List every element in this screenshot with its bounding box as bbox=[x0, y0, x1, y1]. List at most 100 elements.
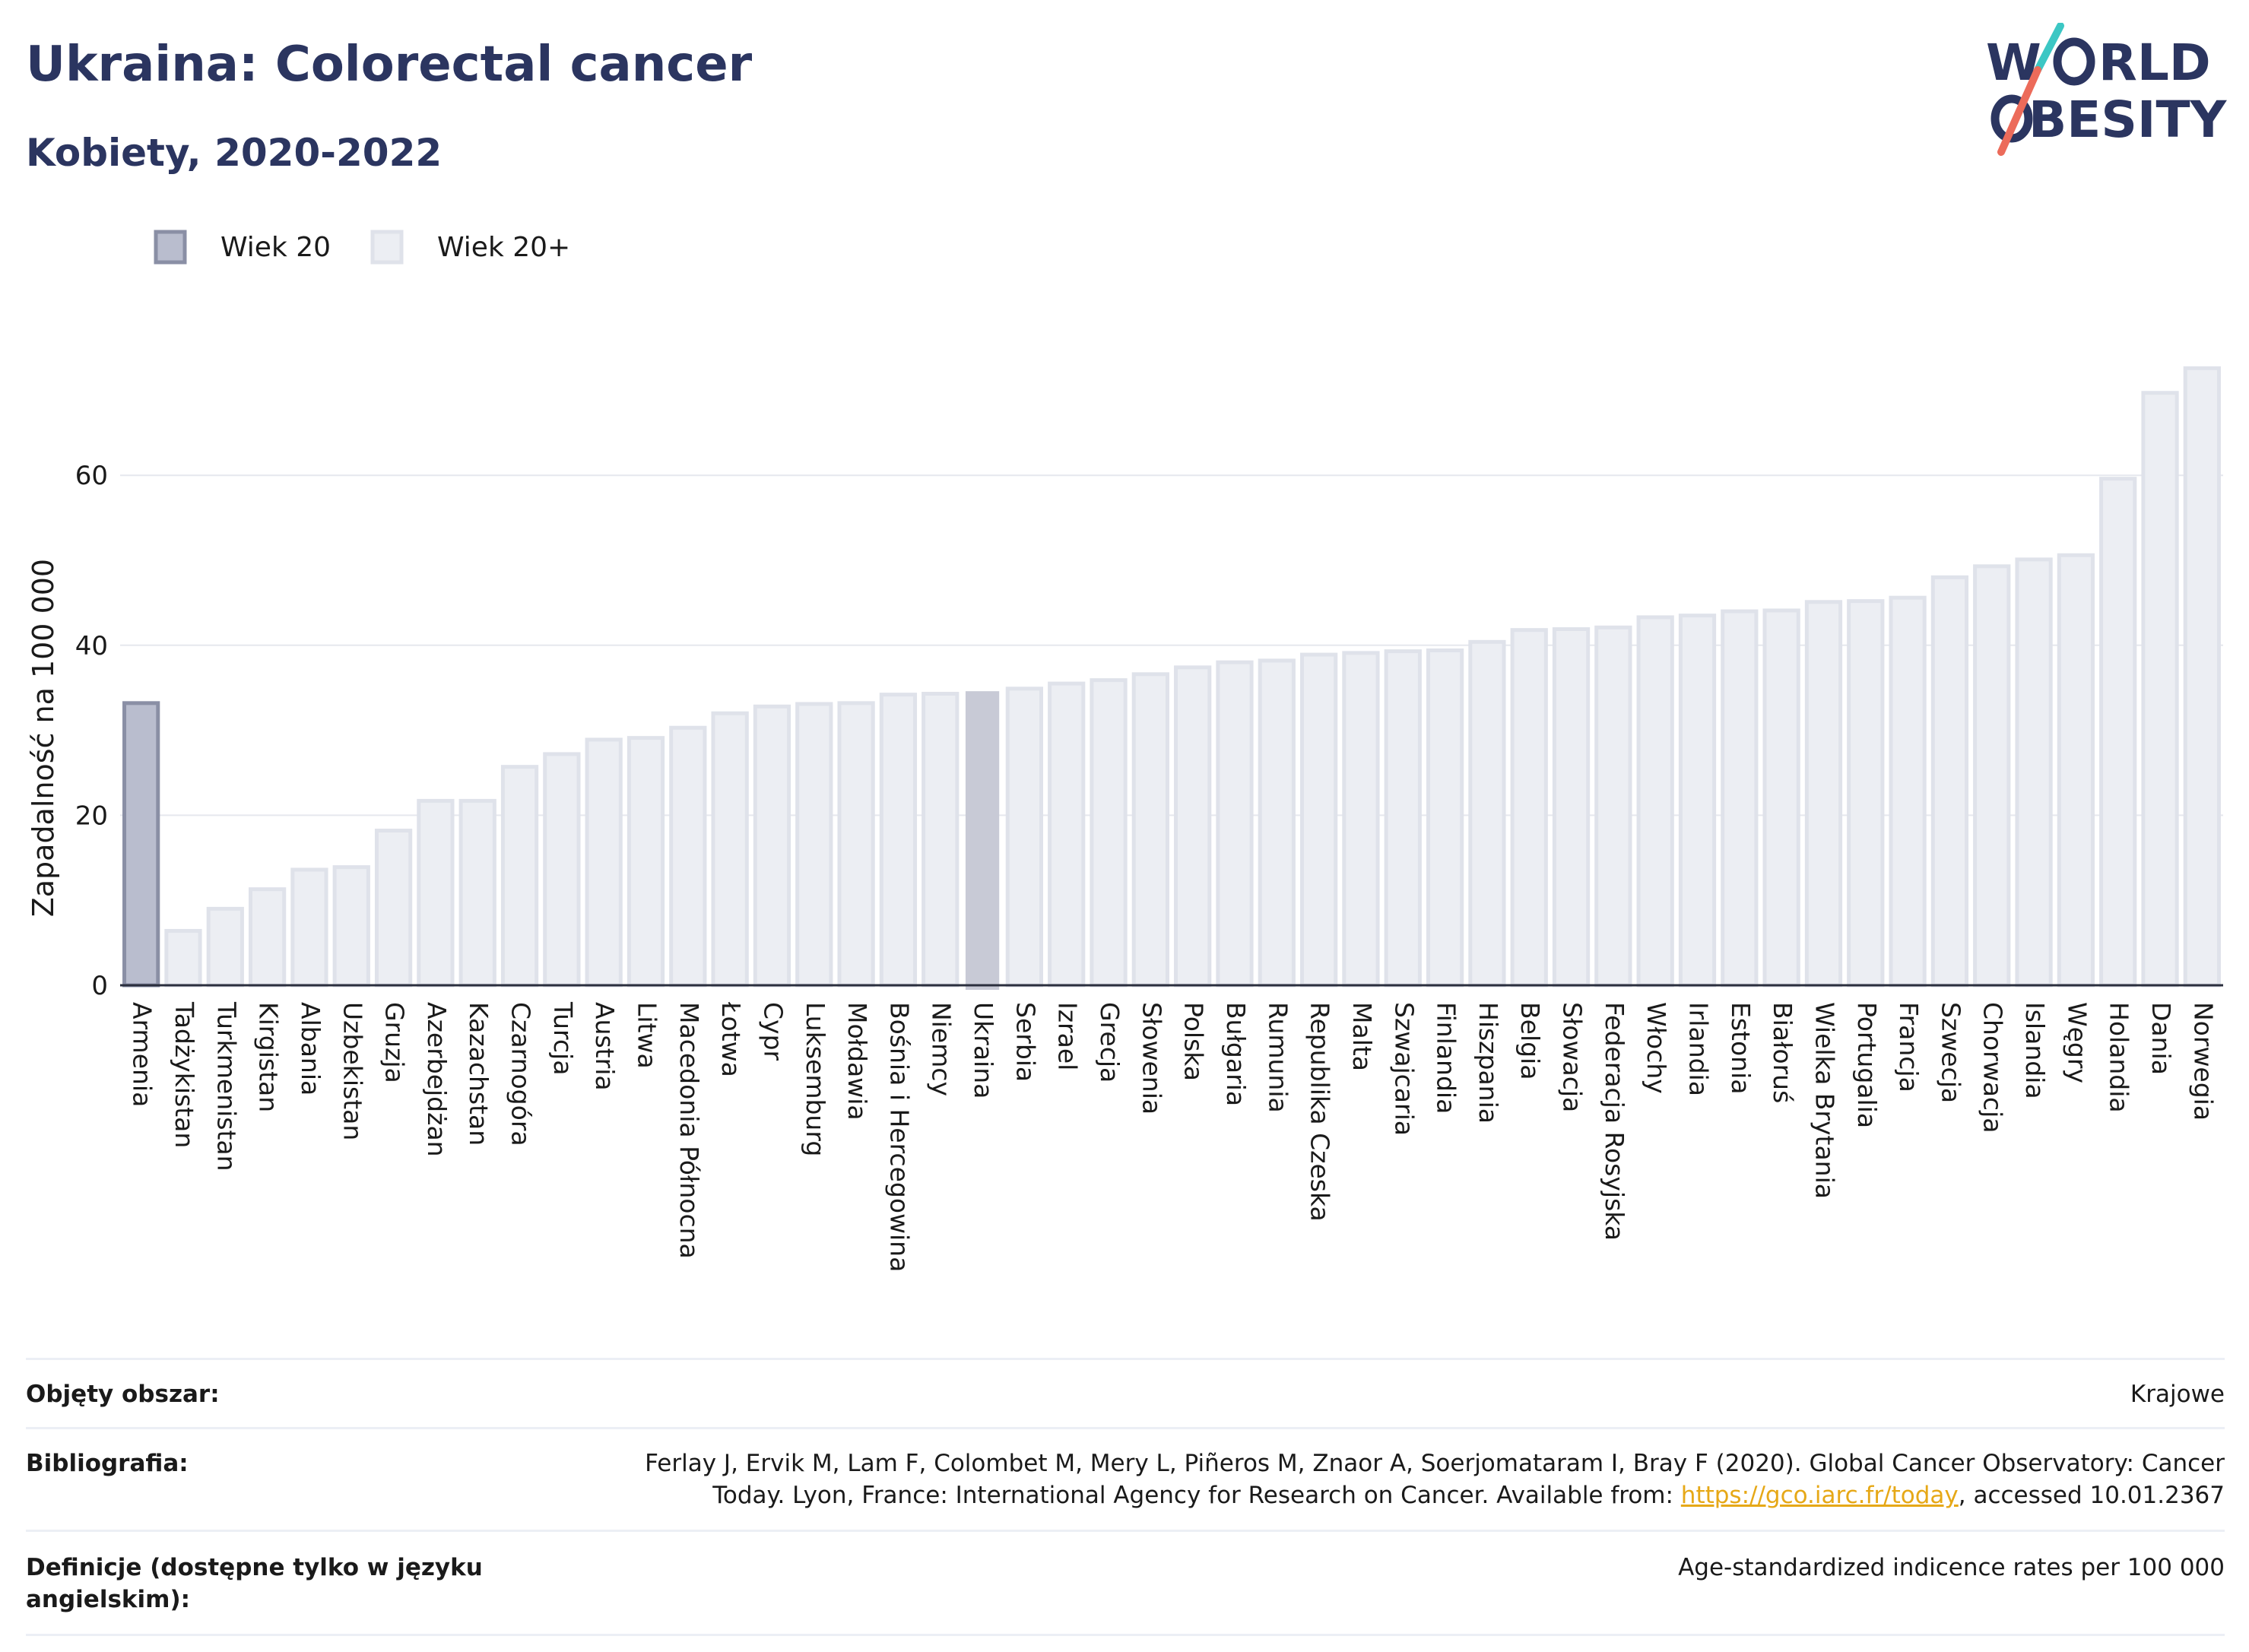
y-tick-label: 20 bbox=[75, 801, 108, 831]
bar bbox=[332, 865, 370, 988]
bibliography-label: Bibliografia: bbox=[26, 1450, 189, 1477]
x-tick-label: Bośnia i Hercegowina bbox=[884, 1002, 914, 1272]
x-tick-label: Irlandia bbox=[1684, 1002, 1714, 1096]
x-tick-label: Litwa bbox=[633, 1002, 662, 1069]
x-tick-label: Austria bbox=[590, 1002, 620, 1091]
y-tick-label: 0 bbox=[91, 971, 108, 1001]
x-tick-label: Szwajcaria bbox=[1389, 1002, 1419, 1136]
info-row-coverage: Objęty obszar: Krajowe bbox=[26, 1358, 2225, 1427]
bar-highlight bbox=[965, 691, 1000, 990]
definitions-value: Age-standardized indicence rates per 100… bbox=[1678, 1554, 2225, 1581]
bar bbox=[290, 867, 328, 988]
x-tick-label: Niemcy bbox=[927, 1002, 956, 1096]
bar bbox=[458, 798, 496, 988]
x-tick-label: Uzbekistan bbox=[338, 1002, 367, 1140]
bibliography-accessed: , accessed 10.01.2367 bbox=[1958, 1482, 2225, 1509]
coverage-value: Krajowe bbox=[2130, 1381, 2225, 1408]
x-tick-label: Słowenia bbox=[1137, 1002, 1166, 1115]
bar bbox=[795, 702, 833, 988]
x-tick-label: Dania bbox=[2146, 1002, 2176, 1075]
legend-swatch-wiek-20-plus bbox=[370, 230, 404, 265]
bar bbox=[1552, 627, 1591, 988]
bar bbox=[2057, 553, 2095, 988]
y-axis-title: Zapadalność na 100 000 bbox=[27, 559, 60, 917]
x-tick-label: Szwecja bbox=[1936, 1002, 1965, 1103]
y-tick-label: 40 bbox=[75, 631, 108, 661]
bar bbox=[1636, 615, 1674, 988]
x-tick-label: Finlandia bbox=[1432, 1002, 1461, 1114]
bar bbox=[1678, 614, 1717, 988]
bar bbox=[711, 711, 749, 988]
bar bbox=[1847, 599, 1885, 988]
x-tick-label: Malta bbox=[1347, 1002, 1377, 1071]
x-tick-label: Serbia bbox=[1010, 1002, 1040, 1082]
bar bbox=[1342, 651, 1380, 988]
x-tick-label: Bułgaria bbox=[1221, 1002, 1251, 1106]
x-tick-label: Izrael bbox=[1053, 1002, 1083, 1070]
x-tick-label: Słowacja bbox=[1558, 1002, 1588, 1112]
bar bbox=[1131, 672, 1169, 988]
bar bbox=[1426, 648, 1464, 988]
bar bbox=[206, 906, 244, 988]
y-tick-label: 60 bbox=[75, 461, 108, 491]
svg-text:BESITY: BESITY bbox=[2029, 90, 2228, 149]
chart-title: Ukraina: Colorectal cancer bbox=[26, 36, 753, 93]
bar bbox=[1299, 652, 1338, 988]
bibliography-link[interactable]: https://gco.iarc.fr/today bbox=[1680, 1482, 1959, 1509]
bar bbox=[1216, 660, 1254, 988]
bar bbox=[1510, 628, 1548, 988]
x-tick-label: Białoruś bbox=[1768, 1002, 1797, 1103]
bar bbox=[1721, 609, 1759, 988]
x-tick-label: Luksemburg bbox=[801, 1002, 830, 1156]
bar bbox=[626, 736, 665, 988]
bar bbox=[2141, 391, 2179, 988]
bar bbox=[248, 887, 287, 988]
world-obesity-logo: W RLD BESITY bbox=[1986, 23, 2228, 156]
info-row-bibliography: Bibliografia: Ferlay J, Ervik M, Lam F, … bbox=[26, 1427, 2225, 1530]
bar bbox=[921, 692, 960, 988]
bar bbox=[417, 798, 455, 988]
info-row-definitions: Definicje (dostępne tylko w języku angie… bbox=[26, 1530, 2225, 1636]
x-tick-label: Armenia bbox=[128, 1002, 157, 1107]
x-tick-label: Republika Czeska bbox=[1305, 1002, 1335, 1222]
x-tick-label: Cypr bbox=[758, 1002, 788, 1061]
x-tick-label: Czarnogóra bbox=[506, 1002, 536, 1146]
x-tick-label: Włochy bbox=[1642, 1002, 1671, 1094]
svg-text:RLD: RLD bbox=[2098, 33, 2211, 92]
x-tick-label: Federacja Rosyjska bbox=[1600, 1002, 1629, 1241]
x-tick-label: Islandia bbox=[2020, 1002, 2050, 1099]
bar bbox=[1048, 681, 1086, 988]
bar bbox=[1174, 665, 1212, 988]
x-tick-label: Ukraina bbox=[969, 1002, 998, 1099]
legend-label-wiek-20: Wiek 20 bbox=[220, 232, 331, 263]
bar bbox=[164, 928, 202, 988]
x-tick-label: Chorwacja bbox=[1978, 1002, 2008, 1133]
x-tick-label: Rumunia bbox=[1263, 1002, 1293, 1113]
x-tick-label: Norwegia bbox=[2188, 1002, 2218, 1121]
x-tick-label: Tadżykistan bbox=[170, 1001, 199, 1148]
bar bbox=[1973, 564, 2011, 988]
bar bbox=[1804, 600, 1843, 988]
bar bbox=[879, 693, 918, 988]
bar bbox=[1258, 658, 1296, 988]
bar bbox=[1090, 678, 1128, 988]
bar bbox=[753, 704, 791, 988]
bar bbox=[2015, 557, 2053, 988]
bar bbox=[374, 829, 413, 988]
coverage-label: Objęty obszar: bbox=[26, 1381, 220, 1408]
bar bbox=[1005, 686, 1044, 988]
chart-subtitle: Kobiety, 2020-2022 bbox=[26, 131, 443, 175]
x-tick-label: Albania bbox=[296, 1002, 325, 1096]
legend-label-wiek-20-plus: Wiek 20+ bbox=[437, 232, 570, 263]
x-tick-label: Estonia bbox=[1726, 1002, 1756, 1094]
legend-swatch-wiek-20 bbox=[154, 230, 187, 265]
x-tick-label: Mołdawia bbox=[842, 1002, 872, 1121]
x-tick-label: Francja bbox=[1894, 1002, 1924, 1092]
bar-chart: 0 20 40 60 Zapadalność na 100 000 Armenia Tadż… bbox=[27, 230, 2223, 1272]
bar bbox=[500, 765, 539, 988]
x-tick-label: Turkmenistan bbox=[211, 1001, 241, 1172]
x-tick-label: Hiszpania bbox=[1473, 1002, 1503, 1124]
x-tick-label: Azerbejdżan bbox=[422, 1002, 452, 1157]
x-tick-label: Holandia bbox=[2105, 1002, 2134, 1113]
bar bbox=[2099, 477, 2137, 988]
